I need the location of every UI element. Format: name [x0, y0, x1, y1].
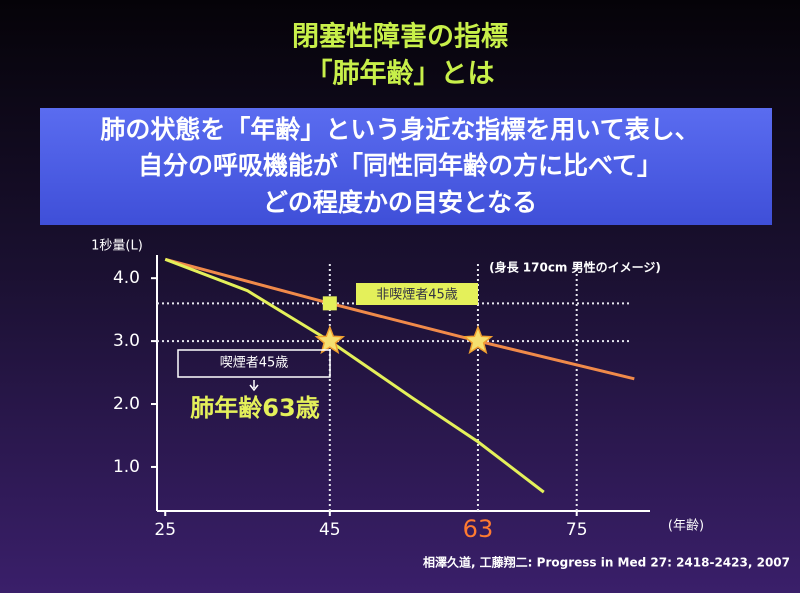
annotation: 非喫煙者45歳 — [376, 288, 458, 303]
y-tick-label: 2.0 — [113, 394, 140, 414]
text-box — [40, 108, 772, 225]
y-tick-label: 1.0 — [113, 457, 140, 477]
y-tick-label: 4.0 — [113, 268, 140, 288]
box-text: 自分の呼吸機能が「同性同年齢の方に比べて」 — [138, 151, 662, 180]
series-line — [164, 257, 635, 381]
marker — [322, 296, 337, 311]
box-text: 肺の状態を「年齢」という身近な指標を用いて表し、 — [100, 115, 699, 144]
x-tick-label: 45 — [319, 520, 341, 540]
title: 閉塞性障害の指標 — [292, 21, 508, 53]
x-axis-label: (年齢) — [668, 519, 704, 534]
y-tick-label: 3.0 — [113, 331, 140, 351]
title: 「肺年齢」とは — [306, 58, 495, 90]
marker — [314, 325, 346, 355]
citation: 相澤久道, 工藤翔二: Progress in Med 27: 2418-242… — [423, 555, 790, 570]
note: (身長 170cm 男性のイメージ) — [489, 260, 661, 275]
arrow — [249, 380, 259, 392]
box-text: どの程度かの目安となる — [263, 188, 537, 217]
annotation: 肺年齢63歳 — [190, 394, 319, 422]
annotation: 喫煙者45歳 — [220, 356, 289, 371]
annotation-box — [177, 349, 331, 378]
series-line — [164, 257, 545, 494]
annotation-box — [356, 283, 478, 305]
x-tick-label: 75 — [566, 520, 588, 540]
marker — [462, 325, 494, 355]
highlight-tick-label: 63 — [463, 515, 494, 543]
x-tick-label: 25 — [154, 520, 176, 540]
y-axis-label: 1秒量(L) — [91, 239, 143, 254]
